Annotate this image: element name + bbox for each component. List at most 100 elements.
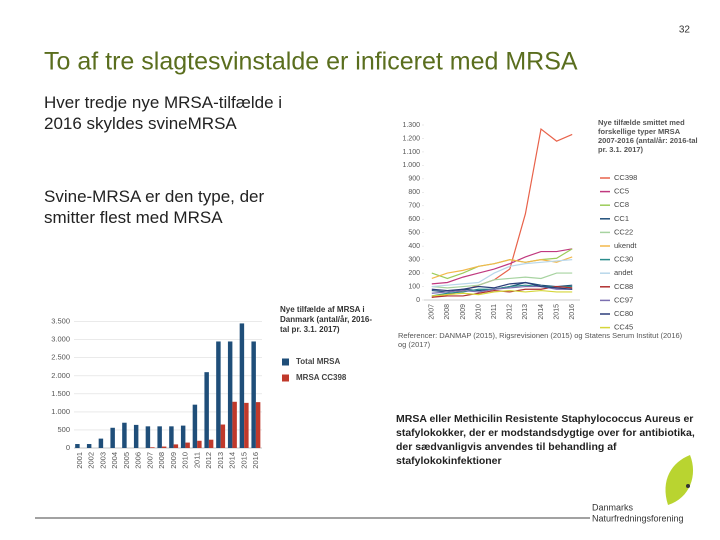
x-tick-label: 2007: [145, 452, 154, 469]
bar: [180, 425, 186, 448]
x-tick-label: 2006: [134, 452, 143, 469]
legend-label: CC30: [614, 255, 633, 264]
bar: [75, 444, 80, 448]
legend-label: CC8: [614, 200, 629, 209]
x-tick-label: 2008: [157, 452, 166, 469]
bar: [197, 440, 202, 448]
y-tick-label: 300: [408, 256, 420, 263]
bar-chart-title: Nye tilfælde af MRSA i Danmark (antal/år…: [280, 305, 373, 334]
bar: [98, 438, 104, 448]
line-title-box: Nye tilfælde smittet med forskellige typ…: [598, 118, 698, 154]
bullet-box: Hver tredje nye MRSA-tilfælde i 2016 sky…: [44, 93, 283, 133]
y-tick-label: 400: [408, 243, 420, 250]
slide-title: To af tre slagtesvinstalde er inficeret …: [44, 48, 578, 76]
bar: [255, 402, 261, 448]
legend-label: CC97: [614, 295, 633, 304]
bar: [169, 426, 174, 448]
y-tick-label: 1.500: [51, 389, 70, 398]
y-tick-label: 1.300: [402, 122, 420, 129]
x-tick-label: 2010: [475, 304, 482, 320]
x-tick-label: 2009: [169, 452, 178, 469]
y-tick-label: 3.000: [51, 335, 70, 344]
legend-label: CC22: [614, 227, 633, 236]
bar: [110, 427, 115, 448]
bar: [161, 446, 167, 448]
legend-label: CC80: [614, 309, 633, 318]
reference: Referencer: DANMAP (2015), Rigsrevisione…: [398, 331, 683, 349]
x-tick-label: 2002: [87, 452, 96, 469]
legend-label: CC88: [614, 282, 633, 291]
x-tick-label: 2016: [569, 304, 576, 320]
x-tick-label: 2011: [192, 452, 201, 468]
bar: [251, 341, 256, 448]
x-tick-label: 2015: [553, 304, 560, 320]
series-line: [431, 284, 573, 297]
bar: [220, 424, 226, 448]
series-line: [431, 289, 573, 297]
x-tick-label: 2004: [110, 452, 119, 469]
y-tick-label: 0: [416, 297, 420, 304]
bar: [145, 426, 151, 448]
y-tick-label: 3.500: [51, 317, 70, 326]
series-line: [431, 256, 573, 280]
bar: [150, 447, 155, 448]
bullet: Svine-MRSA er den type, der smitter fles…: [44, 187, 265, 227]
legend-label: andet: [614, 268, 634, 277]
legend-label: Total MRSA: [296, 357, 341, 366]
logo-text: Danmarks: [592, 502, 634, 512]
series-line: [431, 248, 573, 285]
x-tick-label: 2010: [181, 452, 190, 469]
x-tick-label: 2016: [251, 452, 260, 469]
series-line: [431, 259, 573, 288]
y-tick-label: 600: [408, 216, 420, 223]
y-tick-label: 2.500: [51, 353, 70, 362]
y-tick-label: 1.200: [402, 135, 420, 142]
bar: [192, 404, 198, 448]
legend-label: CC398: [614, 173, 637, 182]
bar: [232, 401, 237, 448]
y-tick-label: 500: [408, 230, 420, 237]
y-tick-label: 1.100: [402, 149, 420, 156]
y-tick-label: 500: [57, 425, 70, 434]
x-tick-label: 2008: [444, 304, 451, 320]
x-tick-label: 2009: [460, 304, 467, 320]
y-tick-label: 1.000: [51, 407, 70, 416]
bar: [239, 323, 245, 448]
x-tick-label: 2012: [507, 304, 514, 320]
bar: [216, 341, 221, 448]
bullet: Hver tredje nye MRSA-tilfælde i 2016 sky…: [44, 93, 283, 133]
x-tick-label: 2003: [98, 452, 107, 469]
legend-label: ukendt: [614, 241, 637, 250]
caption-box: MRSA eller Methicilin Resistente Staphyl…: [396, 413, 695, 467]
bar: [185, 442, 190, 448]
bullet-box: Svine-MRSA er den type, der smitter fles…: [44, 187, 265, 227]
bar: [86, 444, 92, 448]
y-tick-label: 2.000: [51, 371, 70, 380]
bar: [208, 439, 214, 448]
x-tick-label: 2014: [228, 452, 237, 469]
x-tick-label: 2014: [538, 304, 545, 320]
line-chart-title: Nye tilfælde smittet med forskellige typ…: [598, 118, 698, 154]
y-tick-label: 800: [408, 189, 420, 196]
slide-number: 32: [679, 25, 691, 36]
bar: [204, 372, 209, 448]
bar-title-box: Nye tilfælde af MRSA i Danmark (antal/år…: [280, 305, 373, 334]
reference-box: Referencer: DANMAP (2015), Rigsrevisione…: [398, 331, 683, 349]
series-line: [431, 281, 573, 292]
y-tick-label: 0: [66, 443, 70, 452]
bar: [227, 341, 233, 448]
y-tick-label: 100: [408, 283, 420, 290]
series-line: [431, 285, 573, 294]
y-tick-label: 1.000: [402, 162, 420, 169]
legend-label: MRSA CC398: [296, 373, 347, 382]
logo-dot: [686, 484, 690, 488]
bar: [122, 422, 127, 448]
legend-label: CC1: [614, 214, 629, 223]
bar: [173, 444, 179, 448]
x-tick-label: 2012: [204, 452, 213, 469]
caption: MRSA eller Methicilin Resistente Staphyl…: [396, 413, 695, 467]
x-tick-label: 2011: [491, 304, 498, 319]
y-tick-label: 700: [408, 203, 420, 210]
bar: [244, 402, 249, 448]
